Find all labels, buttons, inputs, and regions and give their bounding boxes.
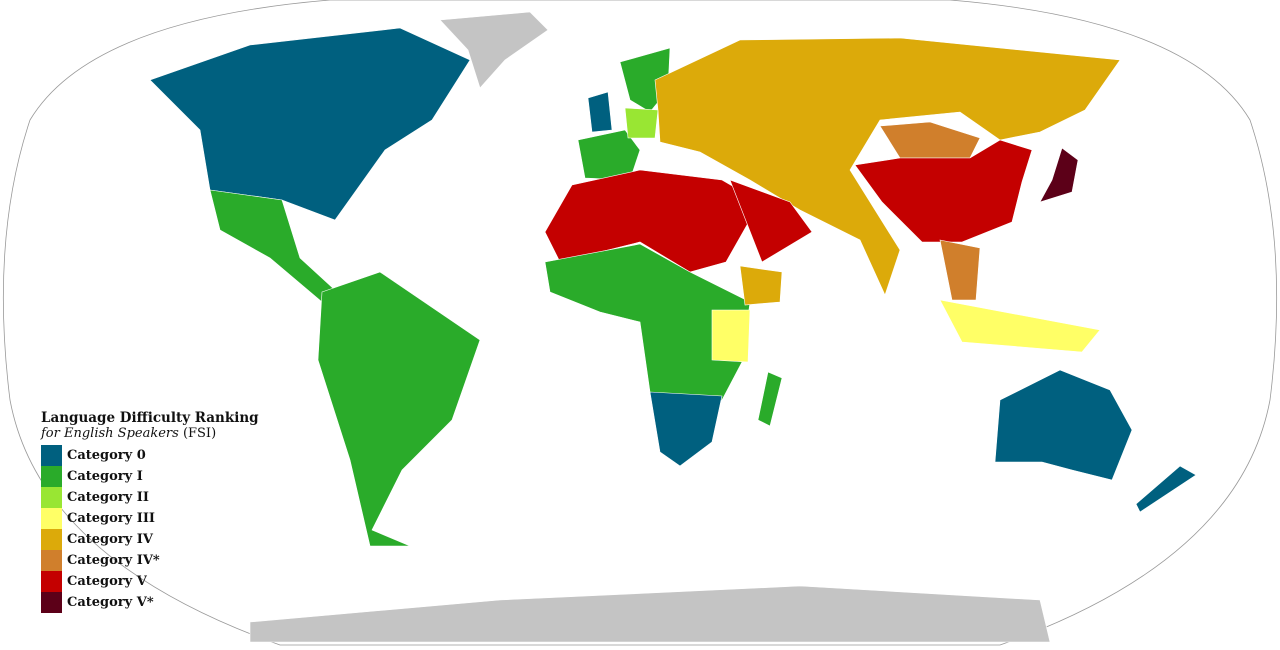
legend-subtitle: for English Speakers (FSI) (41, 426, 259, 441)
region-south-america (317, 271, 481, 547)
legend-swatch (41, 445, 62, 466)
legend-subtitle-suffix: (FSI) (182, 426, 217, 441)
legend: Language Difficulty Ranking for English … (41, 411, 259, 613)
legend-item: Category 0 (41, 445, 259, 466)
region-australia (994, 369, 1133, 481)
legend-label: Category 0 (67, 448, 146, 463)
legend-item: Category III (41, 508, 259, 529)
region-indonesia (939, 299, 1101, 353)
region-germany (624, 107, 659, 139)
region-arabia (729, 179, 813, 263)
region-china (854, 139, 1033, 243)
region-madagascar (757, 371, 783, 427)
legend-swatch (41, 508, 62, 529)
legend-label: Category IV (67, 532, 153, 547)
region-southern-africa (649, 391, 723, 467)
legend-item: Category II (41, 487, 259, 508)
legend-swatch (41, 571, 62, 592)
legend-label: Category IV* (67, 553, 160, 568)
legend-item: Category V* (41, 592, 259, 613)
legend-label: Category V* (67, 595, 154, 610)
region-southeast-asia (939, 239, 981, 301)
legend-swatch (41, 487, 62, 508)
region-greenland (439, 11, 549, 89)
legend-title: Language Difficulty Ranking (41, 410, 259, 426)
legend-item: Category I (41, 466, 259, 487)
region-russia-asia (654, 37, 1121, 296)
region-uk (587, 91, 613, 133)
region-north-america (149, 27, 471, 221)
legend-label: Category III (67, 511, 155, 526)
region-new-zealand (1135, 465, 1197, 513)
legend-swatch (41, 466, 62, 487)
legend-label: Category V (67, 574, 147, 589)
region-ethiopia (739, 265, 783, 306)
legend-subtitle-italic: for English Speakers (41, 426, 179, 441)
legend-item: Category IV* (41, 550, 259, 571)
region-western-europe (577, 129, 641, 181)
region-mongolia (879, 121, 981, 159)
legend-label: Category I (67, 469, 143, 484)
legend-item: Category IV (41, 529, 259, 550)
region-east-africa (711, 309, 751, 363)
region-japan (1039, 147, 1079, 203)
legend-swatch (41, 550, 62, 571)
legend-swatch (41, 592, 62, 613)
legend-item: Category V (41, 571, 259, 592)
legend-swatch (41, 529, 62, 550)
region-antarctica (249, 585, 1051, 643)
legend-label: Category II (67, 490, 149, 505)
